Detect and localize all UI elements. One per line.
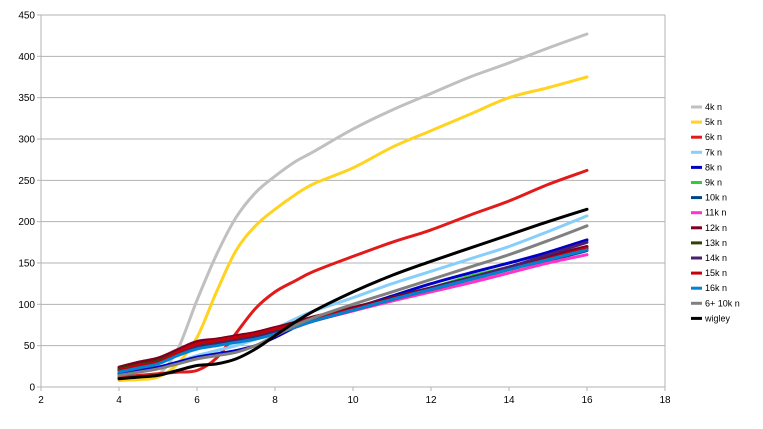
x-tick-label: 10 — [347, 395, 359, 406]
legend-label: 10k n — [705, 193, 727, 203]
legend-label: 9k n — [705, 178, 722, 188]
y-tick-label: 200 — [18, 217, 35, 228]
x-tick-label: 16 — [581, 395, 593, 406]
x-tick-label: 2 — [38, 395, 44, 406]
y-tick-label: 300 — [18, 135, 35, 146]
legend-label: 5k n — [705, 117, 722, 127]
legend-label: 6k n — [705, 132, 722, 142]
legend-label: wigley — [704, 313, 731, 323]
legend-label: 8k n — [705, 162, 722, 172]
legend-label: 6+ 10k n — [705, 298, 740, 308]
legend-label: 7k n — [705, 147, 722, 157]
x-tick-label: 4 — [116, 395, 122, 406]
x-tick-label: 18 — [659, 395, 671, 406]
y-tick-label: 250 — [18, 176, 35, 187]
legend-label: 13k n — [705, 238, 727, 248]
legend-label: 11k n — [705, 208, 726, 218]
legend-label: 12k n — [705, 223, 727, 233]
legend-label: 4k n — [705, 102, 722, 112]
x-tick-label: 12 — [425, 395, 437, 406]
plot-area — [117, 32, 589, 382]
x-tick-label: 6 — [194, 395, 200, 406]
y-tick-label: 150 — [18, 259, 35, 270]
y-tick-label: 100 — [18, 300, 35, 311]
y-tick-label: 0 — [29, 383, 35, 394]
y-tick-label: 350 — [18, 93, 35, 104]
series-line-14 — [117, 207, 589, 381]
y-tick-label: 50 — [24, 341, 36, 352]
y-tick-label: 400 — [18, 52, 35, 63]
legend-label: 16k n — [705, 283, 727, 293]
axes: 0 50 100 150 200 250 300 350 400 450 2 4 6 8 10 12 14 16 1… — [18, 11, 671, 407]
legend-label: 15k n — [705, 268, 727, 278]
x-tick-label: 14 — [503, 395, 515, 406]
gridlines — [41, 14, 665, 388]
x-tick-label: 8 — [272, 395, 278, 406]
legend-label: 14k n — [705, 253, 727, 263]
legend: 4k n 5k n 6k n 7k n 8k n 9k n 10k n 11k n 12k n 1… — [691, 102, 740, 323]
y-tick-label: 450 — [18, 11, 35, 22]
